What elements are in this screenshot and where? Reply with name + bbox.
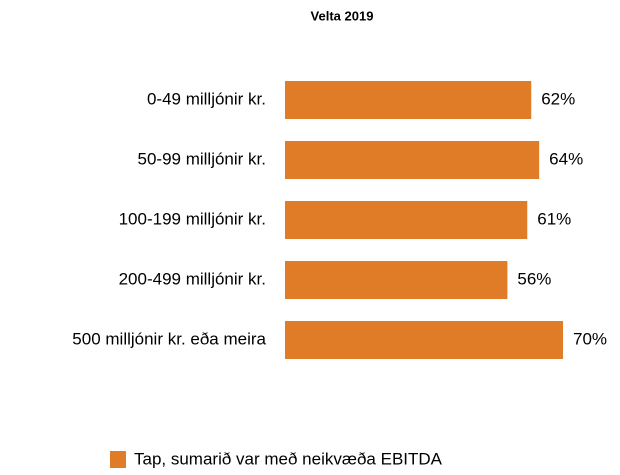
value-label: 70% xyxy=(573,329,607,348)
category-label: 0-49 milljónir kr. xyxy=(147,89,266,108)
value-label: 64% xyxy=(549,149,583,168)
bar xyxy=(285,201,528,239)
category-label: 200-499 milljónir kr. xyxy=(119,269,266,288)
legend-swatch xyxy=(110,451,126,468)
bar xyxy=(285,141,540,179)
category-label: 500 milljónir kr. eða meira xyxy=(72,329,266,348)
value-label: 56% xyxy=(517,269,551,288)
chart-title: Velta 2019 xyxy=(311,8,374,23)
value-label: 61% xyxy=(537,209,571,228)
category-label: 50-99 milljónir kr. xyxy=(138,149,267,168)
bar xyxy=(285,321,563,359)
legend-label: Tap, sumarið var með neikvæða EBITDA xyxy=(134,449,443,468)
value-label: 62% xyxy=(541,89,575,108)
category-label: 100-199 milljónir kr. xyxy=(119,209,266,228)
bar xyxy=(285,81,532,119)
bar xyxy=(285,261,508,299)
